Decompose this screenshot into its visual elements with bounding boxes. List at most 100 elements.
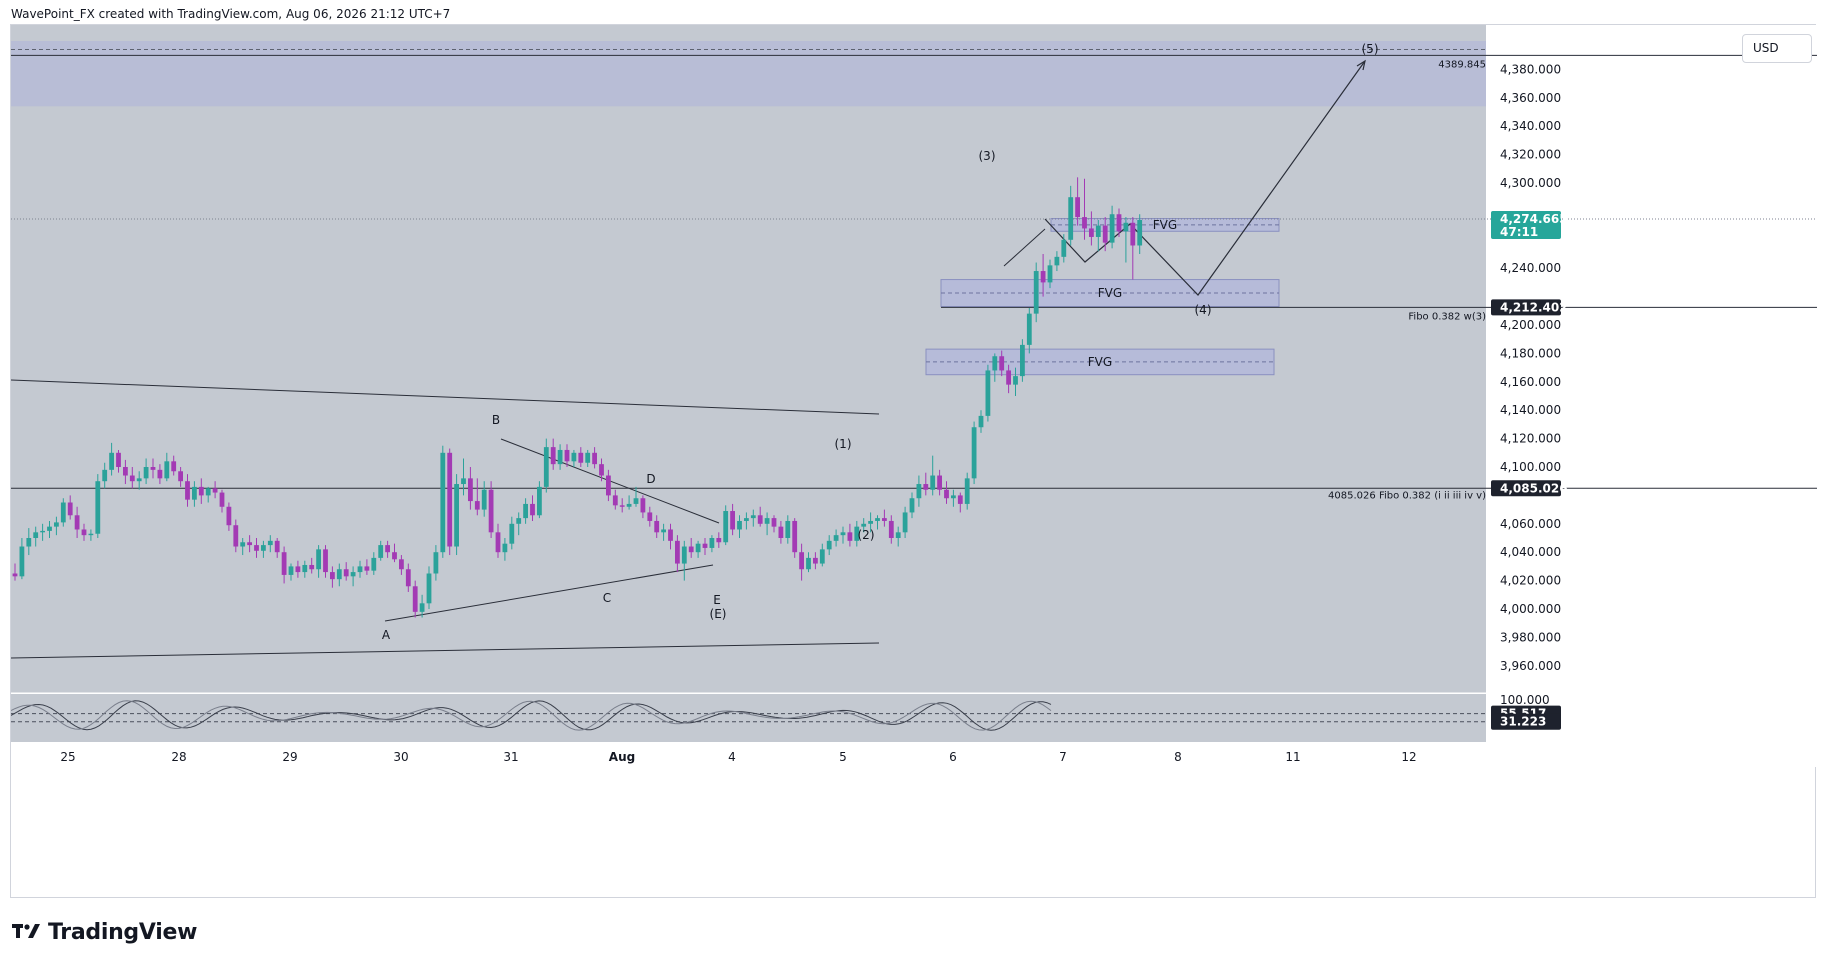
candle-body [516,518,522,524]
candle [640,495,646,519]
candle-body [957,495,963,504]
candle [675,535,680,573]
wave-small-line [1003,228,1046,267]
candle [799,543,804,581]
candle-body [716,538,722,543]
wave-label: (5) [1362,42,1379,56]
candle [488,481,494,538]
time-tick-label: 25 [60,750,75,764]
tradingview-logo[interactable]: TradingView [12,918,197,946]
candle-body [592,452,597,465]
candle-body [888,520,894,538]
candle [813,552,818,570]
candle-body [447,452,453,547]
candle-body [309,564,315,570]
candle-body [336,569,342,580]
candle-body [488,489,494,533]
time-tick-label: 31 [503,750,518,764]
candle-body [571,452,577,462]
price-chart[interactable]: FVG FVG FVG A B C D E(E) (1) (2) (3) (4) (5) Fibo 0.3… [11,25,1817,899]
candle-body [778,526,784,538]
candle-body [564,449,570,462]
candle [157,464,163,485]
candle [771,515,777,533]
candle [668,523,673,550]
candles-group [12,177,1143,618]
candle [606,469,611,502]
candle-body [102,469,108,482]
candle [150,458,156,479]
candle-body [233,525,239,547]
candle-body [695,543,701,553]
candle [412,580,418,618]
fibo-label-4212: Fibo 0.382 w(3) [1408,311,1486,322]
candle-body [295,566,301,573]
candle [95,474,101,538]
candle [1040,254,1046,297]
time-tick-label: 7 [1059,750,1067,764]
price-tick-label: 4,020.000 [1500,574,1561,588]
candle-body [198,486,204,496]
wave-label: (4) [1195,303,1212,317]
candle [109,442,114,476]
candle [392,543,397,563]
candle-body [54,522,59,527]
candle [723,505,729,546]
candle-body [971,427,977,479]
candle [116,449,121,473]
candle [895,526,901,547]
candle-body [861,523,867,527]
candle-body [675,540,680,564]
price-tick-label: 4,380.000 [1500,62,1561,76]
candle-body [81,529,87,536]
fvg-zone: FVG [925,348,1275,376]
candle [67,495,73,520]
candle-body [185,481,190,500]
candle [509,516,515,550]
candle-body [1040,271,1046,283]
price-tick-label: 4,140.000 [1500,403,1561,417]
candle [847,523,853,547]
candle-body [1061,239,1067,257]
candle-body [267,540,273,546]
candle [750,509,756,527]
candle-body [702,543,708,548]
candle [951,489,956,507]
price-tick-label: 4,240.000 [1500,261,1561,275]
candle [944,481,949,504]
candle [1013,367,1018,396]
candle [978,410,984,433]
price-tick-label: 4,040.000 [1500,545,1561,559]
price-tick-label: 4,320.000 [1500,148,1561,162]
time-tick-label: 29 [282,750,297,764]
wave-label: A [382,628,391,642]
osc-tick-label: 100.000 [1500,693,1550,707]
chart-attribution: WavePoint_FX created with TradingView.co… [11,7,451,21]
candle [854,520,860,547]
fvg-label: FVG [1153,218,1177,232]
candle-body [205,488,211,496]
candle [495,523,501,558]
currency-button[interactable]: USD [1742,34,1812,63]
candle [882,509,887,527]
candle-body [537,486,542,516]
candle [1033,262,1039,323]
candle [833,529,839,547]
candle-body [923,484,929,490]
candle [930,455,936,496]
candle [274,538,280,558]
candle-body [661,529,666,533]
candle [143,458,149,485]
candle [399,555,404,575]
candle [426,566,432,609]
candle-body [509,523,515,544]
candle-body [357,566,363,573]
candle-body [261,545,266,551]
candle [54,516,59,536]
candle-body [67,502,73,516]
candle-body [171,461,177,472]
candle-body [178,471,183,482]
candle-body [578,452,584,463]
